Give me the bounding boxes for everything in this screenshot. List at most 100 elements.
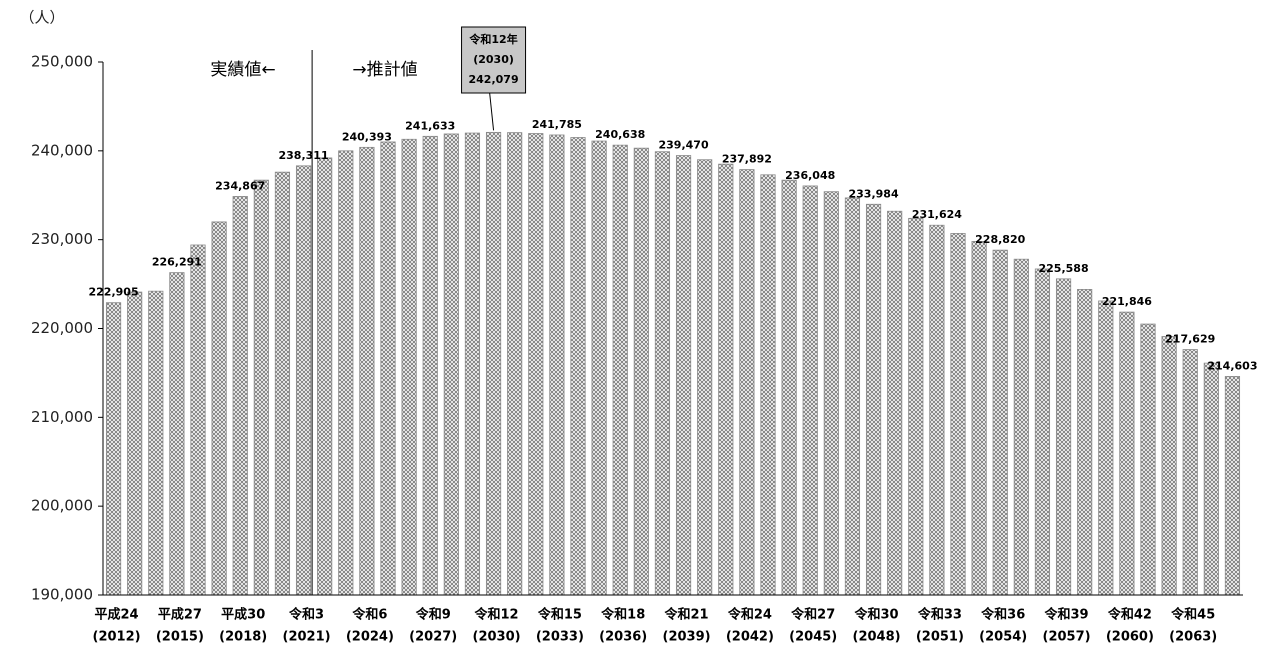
y-tick-label: 220,000 bbox=[31, 319, 93, 337]
x-tick-label: 令和33 bbox=[918, 607, 962, 623]
bar bbox=[422, 135, 438, 596]
bar bbox=[1203, 362, 1219, 596]
bar bbox=[739, 169, 755, 596]
value-label: 236,048 bbox=[785, 169, 835, 182]
bar bbox=[464, 132, 481, 596]
value-label: 238,311 bbox=[279, 149, 329, 162]
value-label: 228,820 bbox=[975, 233, 1025, 246]
bar bbox=[1224, 376, 1241, 596]
callout-text: 令和12年 bbox=[468, 32, 517, 46]
bar bbox=[317, 157, 333, 596]
x-tick-label: (2012) bbox=[93, 630, 141, 645]
x-tick-label: 令和3 bbox=[289, 607, 324, 623]
bar bbox=[105, 302, 122, 596]
annotation: 実績値← bbox=[210, 60, 275, 80]
x-tick-label: 令和30 bbox=[855, 607, 899, 623]
bar bbox=[507, 132, 523, 596]
x-tick-label: (2033) bbox=[536, 630, 584, 645]
bar bbox=[127, 291, 143, 596]
bar bbox=[570, 137, 586, 596]
value-label: 221,846 bbox=[1102, 295, 1152, 308]
bar bbox=[1055, 278, 1072, 596]
bar bbox=[274, 171, 291, 596]
value-label: 242,079 bbox=[469, 73, 519, 86]
bar bbox=[1140, 323, 1156, 596]
x-tick-label: 令和9 bbox=[416, 607, 451, 623]
bar bbox=[612, 144, 628, 596]
value-label: 217,629 bbox=[1165, 333, 1215, 346]
bar bbox=[633, 147, 649, 596]
bar bbox=[1077, 289, 1093, 596]
bar bbox=[1119, 311, 1135, 596]
x-tick-label: 令和36 bbox=[981, 607, 1025, 623]
annotation: →推計値 bbox=[352, 60, 417, 80]
bar bbox=[781, 179, 797, 596]
x-tick-label: (2048) bbox=[853, 630, 901, 645]
bar bbox=[591, 140, 607, 596]
x-tick-label: 令和18 bbox=[601, 607, 645, 623]
bar bbox=[443, 133, 459, 596]
x-tick-label: 令和12 bbox=[475, 607, 519, 623]
value-label: 237,892 bbox=[722, 153, 772, 166]
x-tick-label: (2057) bbox=[1043, 630, 1091, 645]
value-label: 241,633 bbox=[405, 119, 455, 132]
bar bbox=[190, 244, 206, 596]
x-tick-label: (2045) bbox=[789, 630, 837, 645]
x-tick-label: (2021) bbox=[283, 630, 331, 645]
bar bbox=[380, 141, 396, 596]
bar bbox=[760, 174, 776, 596]
bar bbox=[211, 221, 227, 596]
y-tick-label: 230,000 bbox=[31, 230, 93, 248]
value-label: 222,905 bbox=[89, 286, 139, 299]
bar bbox=[359, 146, 375, 596]
x-tick-label: (2039) bbox=[663, 630, 711, 645]
x-tick-label: (2054) bbox=[979, 630, 1027, 645]
y-tick-label: 190,000 bbox=[31, 586, 93, 604]
x-tick-label: (2024) bbox=[346, 630, 394, 645]
x-tick-label: 平成27 bbox=[158, 607, 202, 623]
callout-box bbox=[461, 26, 527, 94]
bar bbox=[718, 163, 734, 596]
bar bbox=[929, 224, 945, 596]
bar bbox=[992, 249, 1008, 596]
x-tick-label: (2027) bbox=[409, 630, 457, 645]
bar bbox=[887, 210, 903, 596]
y-tick-label: 200,000 bbox=[31, 497, 93, 515]
bar bbox=[148, 290, 164, 596]
x-tick-label: 令和45 bbox=[1171, 607, 1215, 623]
value-label: 234,867 bbox=[215, 179, 265, 192]
bar bbox=[1013, 258, 1029, 596]
x-tick-label: (2030) bbox=[473, 630, 521, 645]
bar bbox=[844, 197, 861, 596]
x-tick-label: (2060) bbox=[1106, 630, 1154, 645]
x-tick-label: (2063) bbox=[1169, 630, 1217, 645]
bar bbox=[971, 241, 987, 596]
bar bbox=[169, 272, 185, 596]
bar bbox=[1161, 336, 1177, 596]
bar bbox=[675, 155, 692, 596]
y-tick-label: 210,000 bbox=[31, 408, 93, 426]
x-tick-label: 令和15 bbox=[538, 607, 582, 623]
bar bbox=[865, 203, 882, 596]
value-label: 233,984 bbox=[849, 187, 899, 200]
bar bbox=[1098, 300, 1114, 596]
bar bbox=[654, 151, 671, 596]
bar bbox=[295, 165, 312, 596]
bar bbox=[823, 191, 839, 596]
bar bbox=[1034, 268, 1051, 596]
bar bbox=[950, 233, 966, 596]
callout-text: (2030) bbox=[473, 53, 514, 66]
bar bbox=[338, 150, 354, 596]
bar bbox=[1182, 349, 1198, 596]
bar bbox=[802, 185, 818, 596]
y-tick-label: 250,000 bbox=[31, 53, 93, 71]
x-tick-label: 平成30 bbox=[221, 607, 265, 623]
x-tick-label: (2015) bbox=[156, 630, 204, 645]
x-tick-label: (2036) bbox=[599, 630, 647, 645]
unit-label: （人） bbox=[19, 9, 64, 27]
callout-line bbox=[489, 91, 495, 131]
y-tick-label: 240,000 bbox=[31, 141, 93, 159]
x-tick-label: (2018) bbox=[219, 630, 267, 645]
value-label: 240,393 bbox=[342, 130, 392, 143]
